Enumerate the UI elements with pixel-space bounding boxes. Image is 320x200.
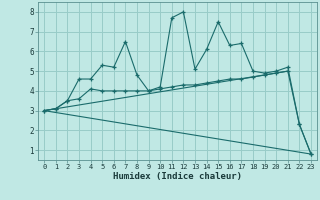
X-axis label: Humidex (Indice chaleur): Humidex (Indice chaleur) <box>113 172 242 181</box>
